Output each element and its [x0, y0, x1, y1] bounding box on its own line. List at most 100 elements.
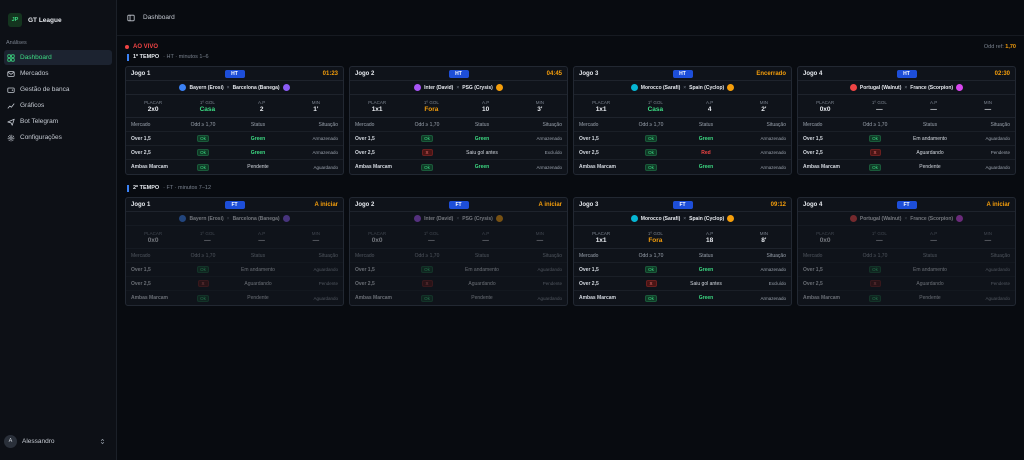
col-odd: Odd ≥ 1,70 — [414, 252, 440, 259]
odd-cell: Ok — [183, 135, 223, 142]
col-status: Status — [474, 121, 490, 128]
game-card[interactable]: Jogo 4 FT A iniciar Portugal (Walnut) × Franc… — [797, 197, 1016, 306]
games-grid: Jogo 1 HT 01:23 Bayern (Erosi) × Barcelona (B… — [117, 62, 1024, 175]
stats-row: PLACAR 2x0 1º GOL Casa A.P 2 MIN 1' — [126, 95, 343, 118]
sidebar-item-gestao-de-banca[interactable]: Gestão de banca — [4, 82, 112, 97]
odd-pill: Ok — [869, 266, 881, 273]
stat-label: MIN — [535, 99, 544, 105]
market-status: Green — [250, 149, 266, 156]
game-status: A iniciar — [314, 201, 338, 208]
minute-stat: MIN — — [961, 95, 1015, 117]
game-card[interactable]: Jogo 1 FT A iniciar Bayern (Erosi) × Barcelon… — [125, 197, 344, 306]
table-row: Ambas Marcam Ok Green Armazenado — [574, 160, 791, 174]
sidebar-item-graficos[interactable]: Gráficos — [4, 98, 112, 113]
ap-stat: A.P — — [235, 226, 289, 248]
stat-label: MIN — [535, 230, 544, 236]
vs-separator: × — [226, 84, 230, 91]
away-team-icon — [495, 84, 503, 91]
sidebar-item-mercados[interactable]: Mercados — [4, 66, 112, 81]
game-card[interactable]: Jogo 3 FT 09:12 Morocco (Sarafi) × Spain (Cyc… — [573, 197, 792, 306]
teams-row: Bayern (Erosi) × Barcelona (Banega) — [126, 81, 343, 95]
sidebar-item-configuracoes[interactable]: Configurações — [4, 130, 112, 145]
market-situacao: Armazenado — [760, 150, 786, 155]
market-name: Over 1,5 — [579, 266, 599, 273]
placar-stat: PLACAR 1x1 — [574, 226, 628, 248]
game-card[interactable]: Jogo 2 HT 04:45 Inter (David) × PSG (Crysis) P… — [349, 66, 568, 175]
game-card[interactable]: Jogo 3 HT Encerrado Morocco (Sarafi) × Spain … — [573, 66, 792, 175]
sidebar-item-bot-telegram[interactable]: Bot Telegram — [4, 114, 112, 129]
market-status: Saiu gol antes — [466, 149, 498, 156]
odd-pill: X — [197, 280, 209, 287]
odd-pill: Ok — [869, 135, 881, 142]
away-team-icon — [727, 84, 735, 91]
market-situacao: Excluído — [544, 150, 562, 155]
market-name: Over 2,5 — [579, 149, 599, 156]
odd-pill: Ok — [197, 135, 209, 142]
game-card[interactable]: Jogo 1 HT 01:23 Bayern (Erosi) × Barcelona (B… — [125, 66, 344, 175]
market-table-header: Mercado Odd ≥ 1,70 Status Situação — [126, 118, 343, 132]
table-row: Ambas Marcam Ok Pendente Aguardando — [126, 291, 343, 305]
odd-cell: Ok — [855, 294, 895, 302]
home-team-icon — [849, 215, 857, 222]
market-name: Over 1,5 — [355, 266, 375, 273]
market-table-header: Mercado Odd ≥ 1,70 Status Situação — [798, 118, 1015, 132]
stat-value: — — [258, 236, 265, 244]
live-indicator: AO VIVO — [125, 44, 158, 50]
stat-value: — — [876, 105, 883, 113]
ap-stat: A.P 18 — [683, 226, 737, 248]
away-team: PSG (Crysis) — [462, 215, 493, 222]
game-status: 09:12 — [770, 201, 786, 208]
odd-pill: X — [645, 280, 657, 287]
table-row: Ambas Marcam Ok Pendente Aguardando — [350, 291, 567, 305]
col-status: Status — [922, 252, 938, 259]
period-subtitle: · HT · minutos 1–6 — [163, 54, 209, 60]
sidebar-toggle-icon[interactable] — [127, 14, 135, 22]
home-team-icon — [179, 215, 187, 222]
col-status: Status — [250, 121, 266, 128]
user-menu[interactable]: A Alessandro — [4, 433, 106, 449]
market-status: Em andamento — [465, 266, 499, 273]
odd-cell: Ok — [631, 294, 671, 302]
game-title: Jogo 3 — [579, 70, 599, 77]
game-card[interactable]: Jogo 4 HT 02:30 Portugal (Walnut) × France (S… — [797, 66, 1016, 175]
mail-icon — [7, 70, 15, 77]
vs-separator: × — [456, 84, 460, 91]
market-name: Ambas Marcam — [579, 295, 616, 301]
stat-label: PLACAR — [144, 99, 163, 105]
table-row: Over 2,5 X Aguardando Pendente — [798, 277, 1015, 291]
table-row: Over 1,5 Ok Green Armazenado — [574, 263, 791, 277]
market-name: Ambas Marcam — [803, 164, 840, 170]
send-icon — [7, 118, 15, 126]
market-name: Over 2,5 — [131, 280, 151, 287]
away-team: Barcelona (Banega) — [232, 215, 280, 222]
stat-value: Fora — [424, 105, 439, 113]
game-card[interactable]: Jogo 2 FT A iniciar Inter (David) × PSG (Crys… — [349, 197, 568, 306]
stat-label: MIN — [759, 230, 768, 236]
stat-label: 1º GOL — [423, 99, 439, 105]
market-situacao: Armazenado — [312, 150, 338, 155]
odd-pill: X — [869, 280, 881, 287]
odd-pill: Ok — [197, 163, 209, 171]
game-title: Jogo 2 — [355, 70, 375, 77]
sidebar-section-label: Análises — [6, 40, 27, 46]
stat-value: 1x1 — [595, 236, 607, 244]
odd-cell: Ok — [407, 266, 447, 273]
odd-cell: X — [407, 149, 447, 156]
period-badge: HT — [672, 69, 693, 78]
periods: 1º TEMPO · HT · minutos 1–6 Jogo 1 HT 01:23 B… — [117, 52, 1024, 306]
teams-row: Inter (David) × PSG (Crysis) — [350, 81, 567, 95]
home-team-icon — [849, 84, 857, 91]
placar-stat: PLACAR 2x0 — [126, 95, 180, 117]
table-row: Over 2,5 X Aguardando Pendente — [798, 146, 1015, 160]
col-status: Status — [474, 252, 490, 259]
market-table-header: Mercado Odd ≥ 1,70 Status Situação — [350, 249, 567, 263]
sidebar-item-dashboard[interactable]: Dashboard — [4, 50, 112, 65]
stat-label: 1º GOL — [647, 230, 663, 236]
home-team-icon — [414, 84, 422, 91]
home-team: Portugal (Walnut) — [859, 215, 902, 222]
market-situacao: Armazenado — [760, 136, 786, 141]
brand[interactable]: JP GT League — [0, 0, 116, 28]
stat-value: — — [428, 236, 435, 244]
odd-pill: Ok — [197, 266, 209, 273]
game-title: Jogo 4 — [803, 201, 823, 208]
